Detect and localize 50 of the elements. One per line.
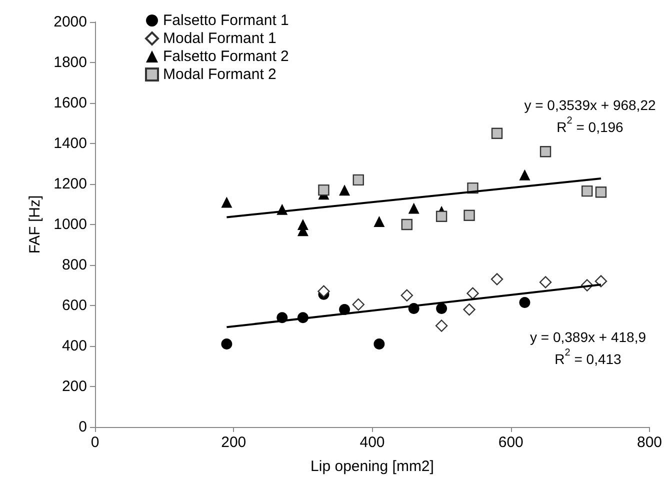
legend-label: Falsetto Formant 2 bbox=[163, 48, 289, 65]
x-axis-title: Lip opening [mm2] bbox=[310, 458, 434, 475]
x-tick-label: 800 bbox=[636, 434, 662, 451]
point bbox=[374, 338, 385, 350]
y-tick-label: 400 bbox=[62, 338, 87, 354]
point bbox=[221, 196, 232, 208]
point bbox=[436, 210, 448, 222]
y-tick-label: 1200 bbox=[54, 176, 87, 192]
point bbox=[318, 285, 330, 298]
point bbox=[540, 146, 552, 158]
legend-label: Modal Formant 2 bbox=[163, 66, 276, 83]
point bbox=[490, 273, 504, 286]
point bbox=[318, 184, 330, 196]
x-tick-label: 200 bbox=[221, 434, 246, 451]
point bbox=[374, 216, 385, 227]
point bbox=[519, 169, 530, 180]
point bbox=[400, 289, 413, 302]
y-tick-label: 800 bbox=[62, 256, 87, 274]
point bbox=[297, 219, 308, 230]
point bbox=[436, 303, 448, 314]
point bbox=[463, 303, 476, 316]
y-tick-label: 2000 bbox=[54, 14, 87, 30]
x-tick-label: 400 bbox=[360, 434, 385, 451]
y-tick-label: 1400 bbox=[54, 135, 87, 152]
y-tick-label: 1000 bbox=[54, 216, 87, 233]
legend-label: Falsetto Formant 1 bbox=[163, 12, 289, 29]
point bbox=[408, 202, 420, 214]
point bbox=[491, 128, 503, 139]
x-tick-label: 0 bbox=[90, 434, 100, 451]
point bbox=[352, 298, 364, 311]
point bbox=[401, 218, 412, 230]
point bbox=[221, 338, 232, 350]
point bbox=[594, 275, 608, 288]
legend-label: Modal Formant 1 bbox=[163, 30, 276, 47]
point bbox=[582, 185, 593, 197]
point bbox=[539, 276, 552, 288]
point bbox=[466, 287, 479, 300]
point bbox=[595, 186, 607, 198]
y-tick-label: 600 bbox=[62, 297, 87, 314]
point bbox=[435, 320, 448, 332]
y-axis-title: FAF [Hz] bbox=[26, 195, 44, 254]
y-tick-label: 1600 bbox=[54, 94, 87, 112]
y-tick-label: 200 bbox=[62, 378, 87, 395]
point bbox=[519, 296, 530, 308]
point bbox=[352, 174, 364, 186]
point bbox=[339, 184, 350, 196]
x-tick-label: 600 bbox=[498, 434, 524, 451]
y-tick-label: 1800 bbox=[54, 54, 87, 71]
point bbox=[464, 210, 475, 221]
y-tick-label: 0 bbox=[78, 418, 87, 436]
